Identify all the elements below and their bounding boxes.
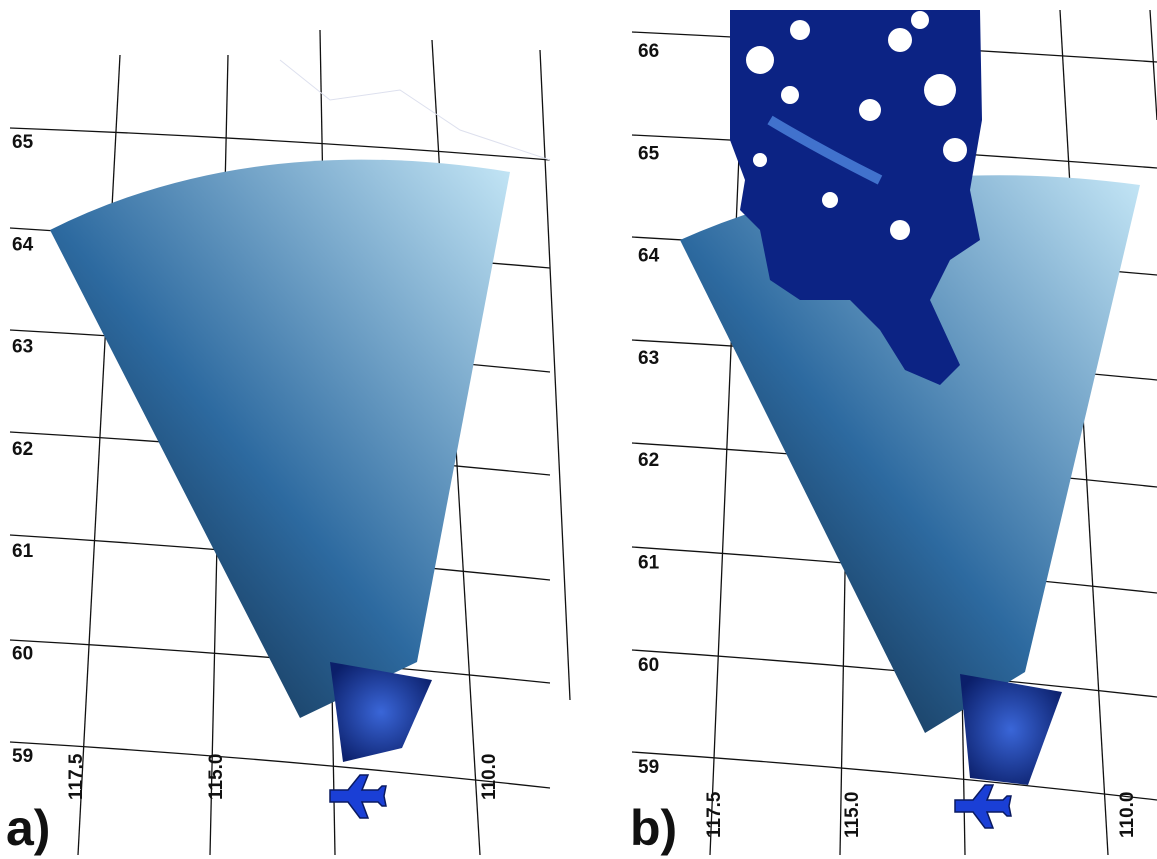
latitude-label: 66 — [638, 41, 659, 62]
latitude-label: 60 — [638, 655, 659, 676]
latitude-label: 62 — [12, 439, 33, 460]
longitude-label: 115.0 — [206, 754, 227, 801]
figure: 65 64 63 62 61 60 59 117.5 115.0 110.0 a) 66 65 64 63 6… — [0, 0, 1157, 859]
latitude-label: 64 — [12, 234, 34, 255]
panel-label: b) — [630, 800, 677, 856]
panel-label: a) — [6, 800, 50, 856]
latitude-label: 64 — [638, 246, 660, 267]
latitude-label: 65 — [12, 132, 34, 153]
latitude-label: 59 — [12, 746, 33, 767]
longitude-label: 117.5 — [66, 753, 87, 800]
longitude-label: 115.0 — [842, 792, 863, 839]
latitude-label: 59 — [638, 757, 659, 778]
longitude-label: 110.0 — [479, 754, 500, 801]
latitude-label: 62 — [638, 450, 659, 471]
latitude-label: 65 — [638, 143, 660, 164]
longitude-label: 110.0 — [1117, 792, 1138, 839]
latitude-label: 61 — [638, 553, 660, 574]
latitude-label: 61 — [12, 541, 34, 562]
latitude-label: 63 — [12, 337, 33, 358]
latitude-label: 63 — [638, 348, 659, 369]
longitude-label: 117.5 — [704, 791, 725, 838]
latitude-label: 60 — [12, 644, 33, 665]
